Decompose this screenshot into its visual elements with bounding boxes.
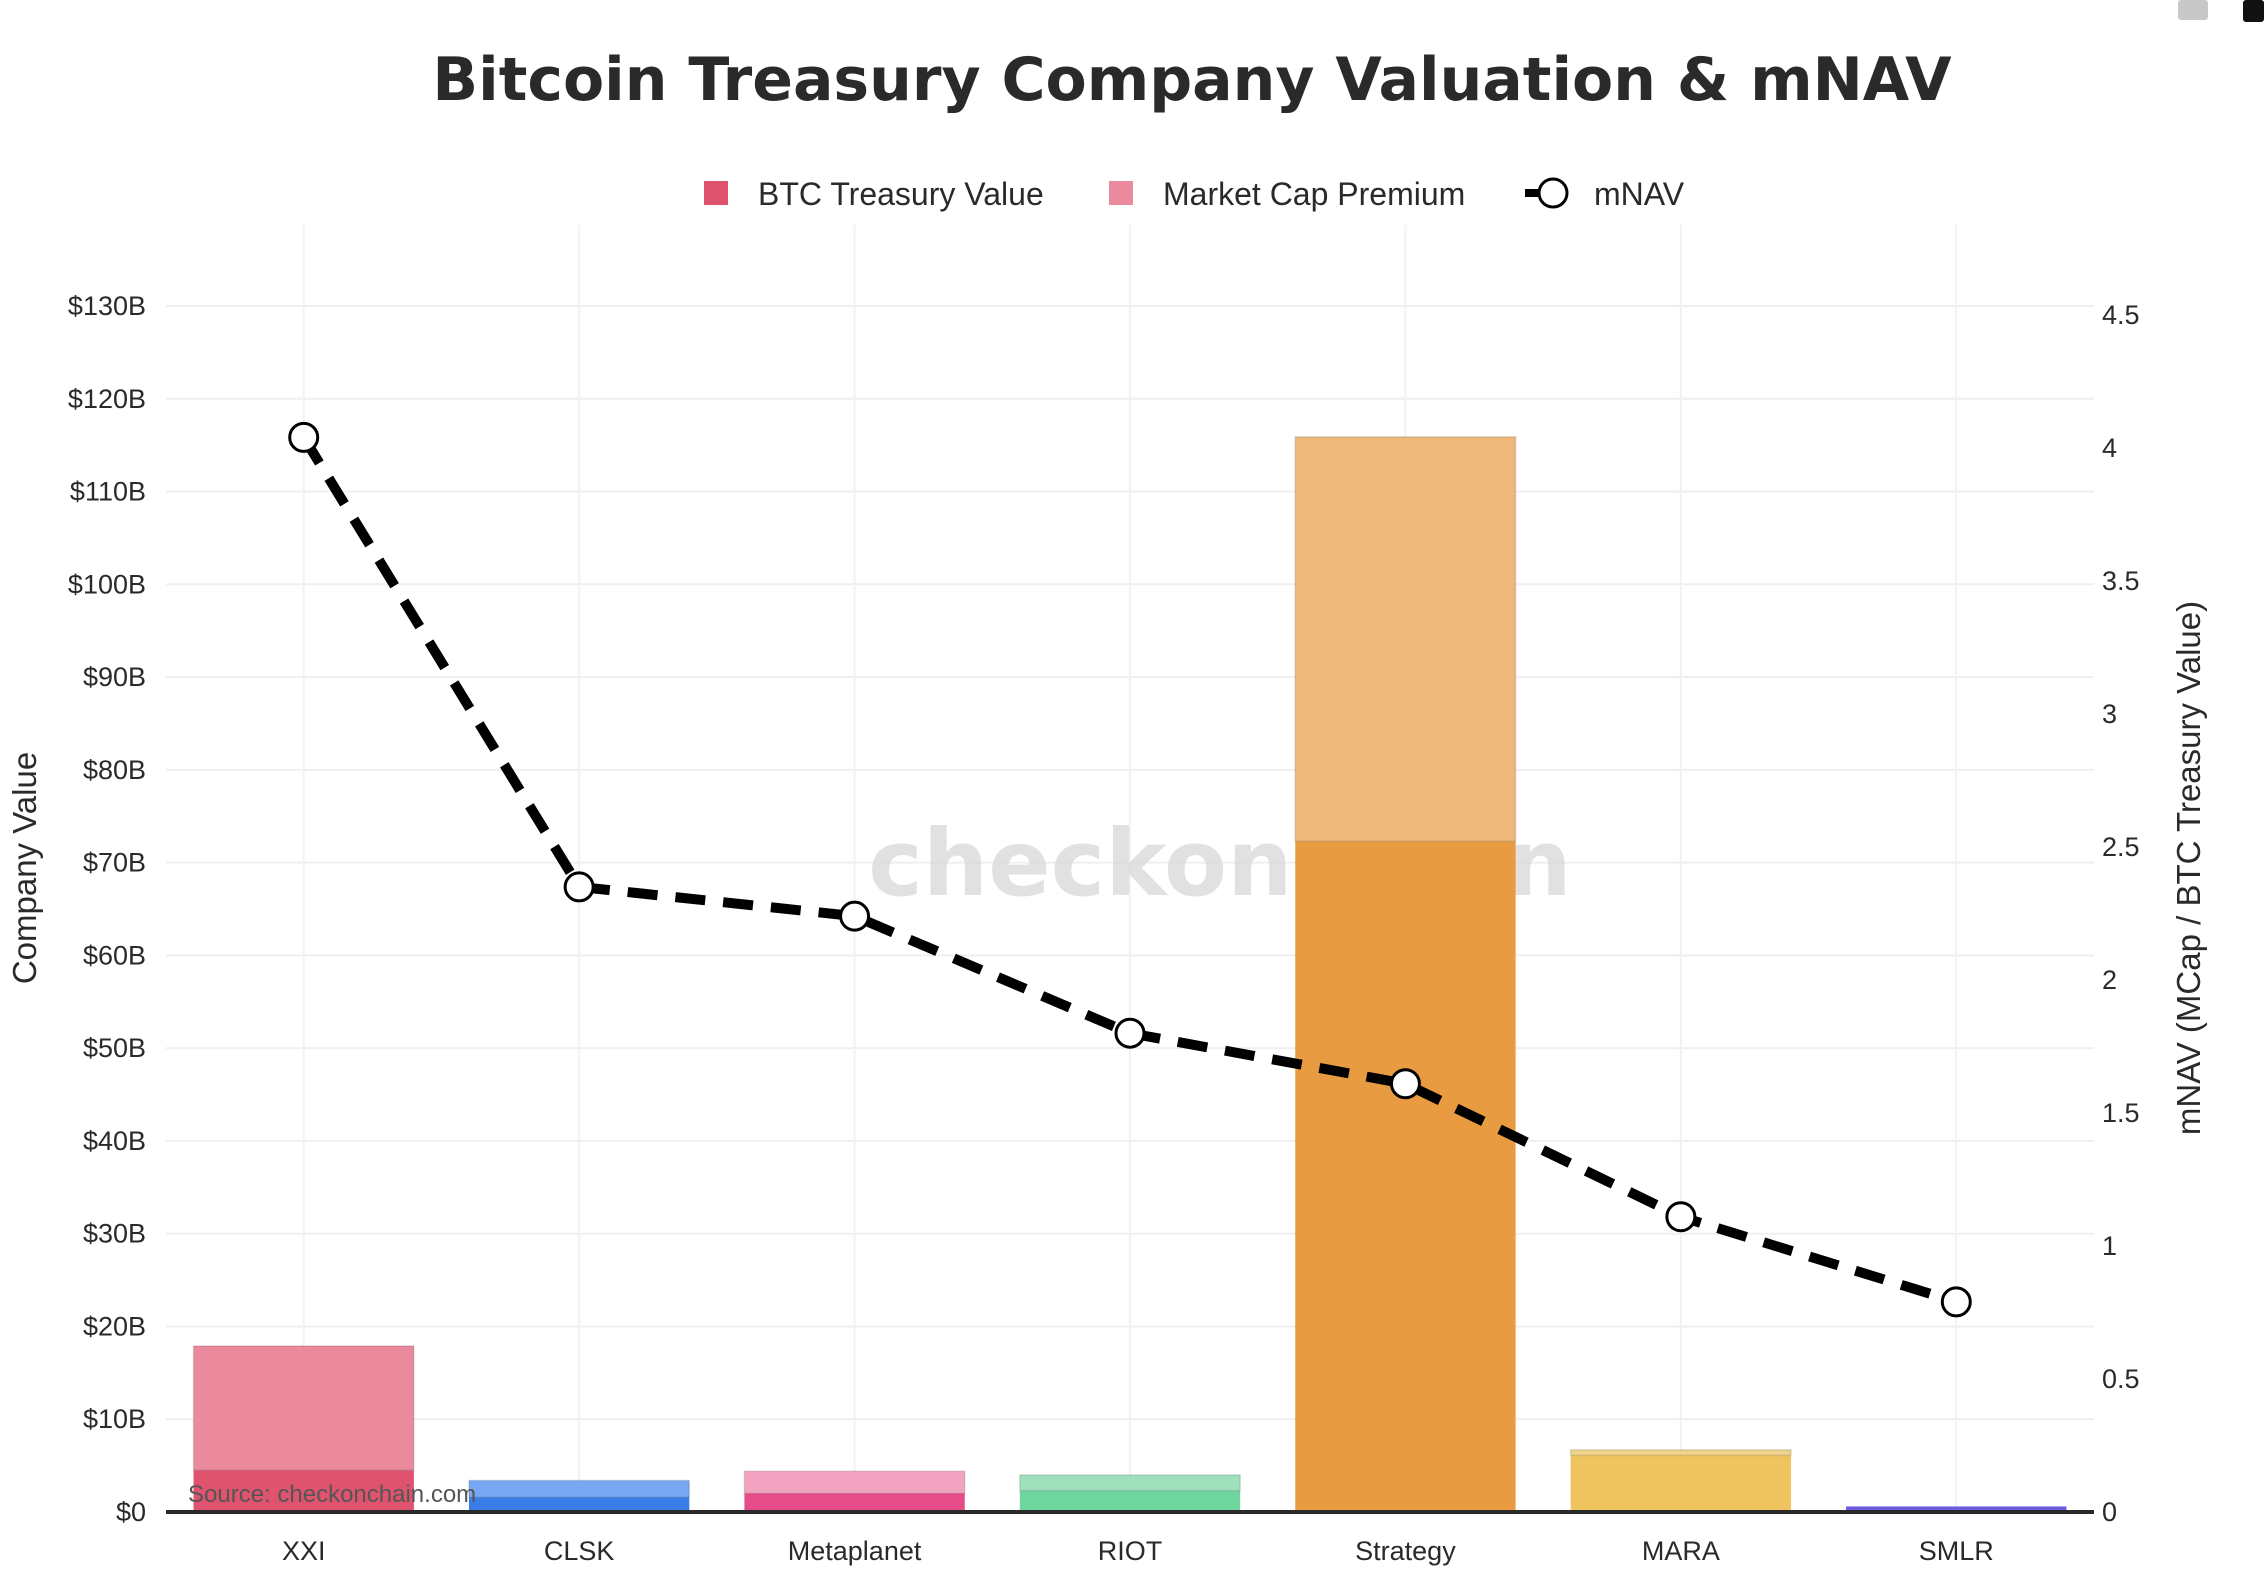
y-tick-label: $0 [116,1497,146,1527]
bar-premium-xxi[interactable] [192,1345,415,1472]
x-tick-label: Metaplanet [788,1536,922,1566]
mnav-point-strategy[interactable] [1389,1068,1421,1100]
y2-tick-label: 3 [2102,699,2117,729]
bar-premium-strategy[interactable] [1294,436,1517,843]
bar-treasury-xxi[interactable] [193,1470,414,1512]
y2-tick-label: 4 [2102,433,2117,463]
bar-treasury-smlr[interactable] [1846,1506,2067,1512]
x-tick-label: RIOT [1098,1536,1163,1566]
y-tick-label: $130B [68,291,146,321]
legend-label-mnav[interactable]: mNAV [1594,176,1685,212]
mnav-point-smlr[interactable] [1940,1286,1972,1318]
bar-premium-metaplanet[interactable] [743,1470,966,1495]
chart-title: Bitcoin Treasury Company Valuation & mNA… [432,45,1952,115]
bar-treasury-strategy[interactable] [1295,841,1516,1512]
y-tick-label: $70B [83,848,146,878]
mnav-series [288,421,1972,1318]
legend-swatch-treasury [704,181,728,205]
legend-swatch-premium [1109,181,1133,205]
mnav-point-xxi[interactable] [288,421,320,453]
y-tick-label: $120B [68,384,146,414]
mnav-point-clsk[interactable] [563,871,595,903]
y2-tick-label: 0.5 [2102,1364,2140,1394]
bar-premium-riot[interactable] [1019,1474,1241,1492]
y-axis-ticks: $0 $10B $20B $30B $40B $50B $60B $70B $80B $90B $1… [68,291,146,1527]
y2-tick-label: 2.5 [2102,832,2140,862]
bars [192,436,2067,1512]
y-tick-label: $90B [83,662,146,692]
x-tick-label: XXI [282,1536,326,1566]
y2-tick-label: 0 [2102,1497,2117,1527]
bar-treasury-metaplanet[interactable] [744,1493,965,1512]
y2-tick-label: 2 [2102,965,2117,995]
y-axis-label: Company Value [6,752,43,984]
y2-tick-label: 1 [2102,1231,2117,1261]
legend-label-premium[interactable]: Market Cap Premium [1163,176,1465,212]
y-tick-label: $110B [70,477,146,507]
y2-axis-ticks: 0 0.5 1 1.5 2 2.5 3 3.5 4 4.5 [2102,300,2140,1527]
x-tick-label: MARA [1642,1536,1720,1566]
x-tick-label: CLSK [544,1536,615,1566]
bar-premium-clsk[interactable] [468,1479,691,1498]
y2-tick-label: 4.5 [2102,300,2140,330]
y-tick-label: $50B [83,1033,146,1063]
y-tick-label: $20B [83,1311,146,1341]
y2-axis-label: mNAV (MCap / BTC Treasury Value) [2170,601,2207,1135]
y-tick-label: $10B [83,1404,146,1434]
x-axis-ticks: XXI CLSK Metaplanet RIOT Strategy MARA SMLR [282,1536,1994,1566]
bar-treasury-clsk[interactable] [468,1497,690,1512]
legend[interactable]: BTC Treasury Value Market Cap Premium mN… [704,176,1685,212]
y2-tick-label: 3.5 [2102,566,2140,596]
mnav-point-mara[interactable] [1665,1201,1697,1233]
legend-label-treasury[interactable]: BTC Treasury Value [758,176,1044,212]
y-tick-label: $100B [68,569,146,599]
y-tick-label: $40B [83,1126,146,1156]
source-annotation: Source: checkonchain.com [188,1481,476,1508]
plotly-logo-icon[interactable] [2243,0,2264,22]
bar-premium-mara[interactable] [1569,1449,1792,1457]
y-tick-label: $80B [83,755,146,785]
y-tick-label: $60B [83,940,146,970]
camera-icon[interactable] [2178,0,2208,20]
y-tick-label: $30B [83,1219,146,1249]
bar-treasury-riot[interactable] [1019,1490,1241,1512]
y2-tick-label: 1.5 [2102,1098,2140,1128]
mnav-point-metaplanet[interactable] [839,900,871,932]
mnav-point-riot[interactable] [1114,1017,1146,1049]
bar-treasury-mara[interactable] [1570,1455,1792,1512]
x-tick-label: Strategy [1355,1536,1456,1566]
x-tick-label: SMLR [1919,1536,1994,1566]
legend-swatch-mnav-marker [1537,177,1569,209]
